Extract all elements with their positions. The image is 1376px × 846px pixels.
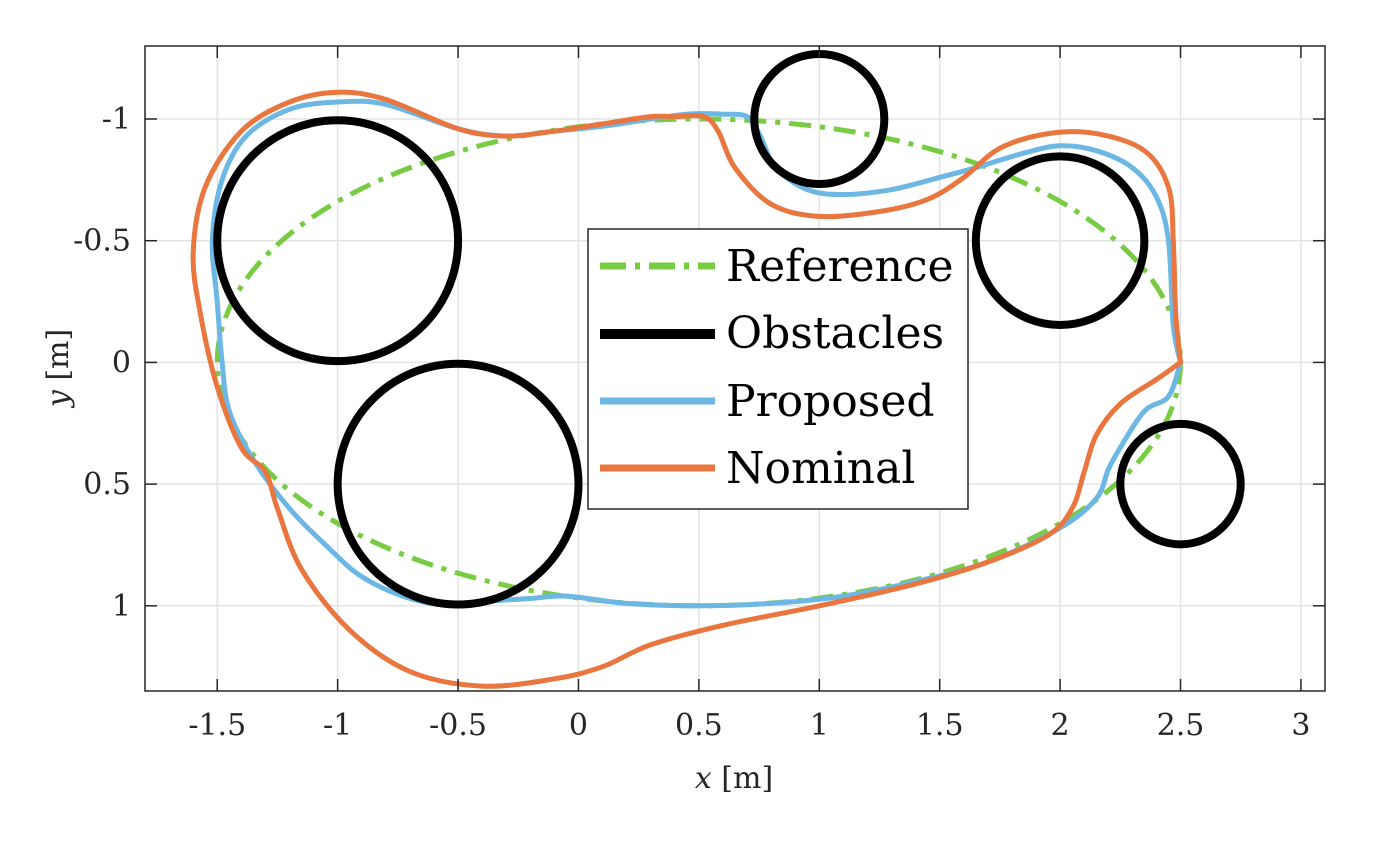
y-tick-label: -0.5	[73, 224, 131, 259]
legend-box	[587, 228, 969, 510]
x-tick-label: -1.5	[188, 708, 246, 743]
legend-label-obstacles: Obstacles	[726, 308, 944, 359]
y-tick-label: -1	[102, 102, 131, 137]
y-tick-label: 0.5	[83, 467, 131, 502]
nominal-trajectory	[190, 89, 1183, 689]
x-tick-label: 0	[569, 708, 588, 743]
x-tick-label: 0.5	[675, 708, 723, 743]
x-tick-label: 1	[810, 708, 829, 743]
y-tick-label: 1	[112, 589, 131, 624]
x-tick-label: 2	[1051, 708, 1070, 743]
legend-label-nominal: Nominal	[726, 443, 915, 494]
legend-label-proposed: Proposed	[726, 376, 935, 427]
x-axis-label: x [m]	[695, 761, 773, 796]
x-tick-label: 3	[1291, 708, 1310, 743]
x-tick-label: -0.5	[429, 708, 487, 743]
y-tick-label: 0	[112, 345, 131, 380]
obstacle-circle	[333, 359, 583, 609]
axis-ticks: -1.5 -1 -0.5 0 0.5 1 1.5 2 2.5 3 -1 -0.5 0 0.5 1	[73, 46, 1325, 743]
obstacle-circle	[1116, 419, 1245, 549]
x-tick-label: 1.5	[916, 708, 964, 743]
axes-box	[144, 45, 1326, 692]
y-axis-label: y [m]	[41, 329, 76, 409]
x-tick-label: 2.5	[1157, 708, 1205, 743]
x-tick-label: -1	[323, 708, 352, 743]
legend-label-reference: Reference	[726, 241, 954, 292]
legend: Reference Obstacles Proposed Nominal	[587, 228, 969, 510]
plot-area	[190, 49, 1245, 689]
proposed-trajectory	[209, 98, 1183, 609]
obstacle-circle	[213, 116, 463, 366]
obstacle-circle	[971, 152, 1149, 330]
